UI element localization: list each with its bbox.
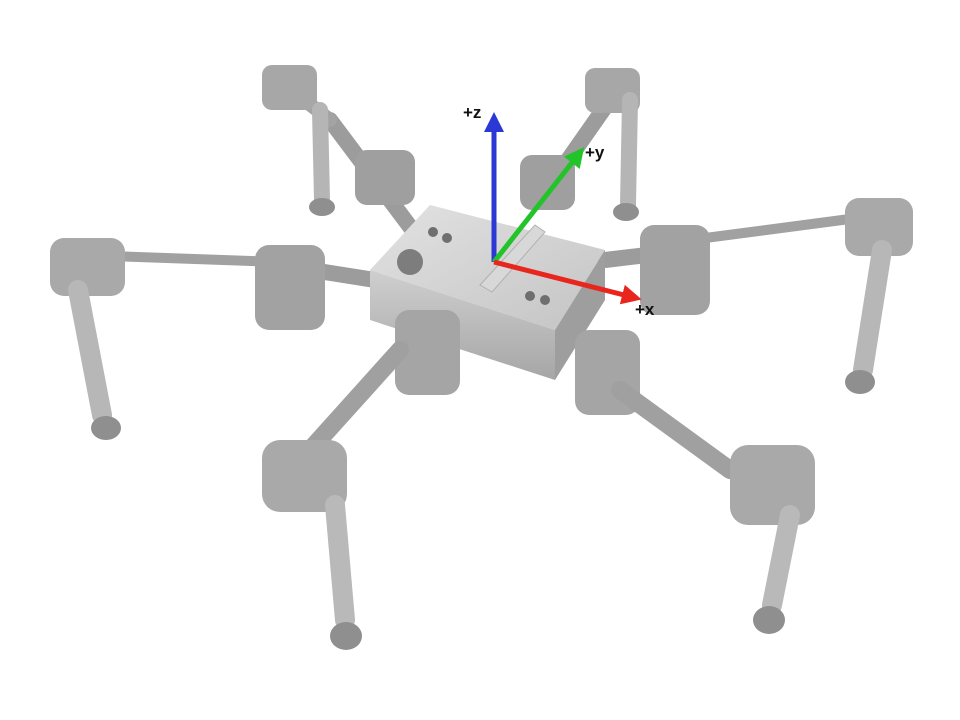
- x-axis-label: +x: [635, 300, 655, 319]
- foot: [309, 198, 335, 216]
- leg-front-right: [575, 330, 815, 634]
- leg-back-right: [520, 68, 640, 221]
- leg-middle-right: [597, 198, 913, 394]
- connector: [428, 227, 438, 237]
- joint: [262, 440, 347, 512]
- aluminium-rail: [479, 224, 546, 293]
- foot: [91, 416, 121, 440]
- robot-body: [370, 205, 605, 380]
- button: [397, 249, 423, 275]
- joint: [640, 225, 710, 315]
- connector: [540, 295, 550, 305]
- leg-back-left: [262, 65, 428, 248]
- joint: [50, 238, 125, 296]
- body-side-face: [555, 250, 605, 380]
- leg-middle-left: [50, 238, 383, 440]
- coordinate-frame: +z +y +x: [463, 103, 655, 319]
- joint: [262, 65, 317, 110]
- x-axis-arrow: [493, 259, 642, 305]
- foot: [845, 370, 875, 394]
- joint: [520, 155, 575, 210]
- joint: [845, 198, 913, 256]
- z-axis-label: +z: [463, 103, 481, 122]
- connector: [525, 291, 535, 301]
- foot: [613, 203, 639, 221]
- foot: [330, 622, 362, 650]
- joint: [730, 445, 815, 525]
- joint: [355, 150, 415, 205]
- joint: [395, 310, 460, 395]
- foot: [753, 606, 785, 634]
- body-front-face: [370, 270, 555, 380]
- joint: [255, 245, 325, 330]
- y-axis-label: +y: [585, 143, 605, 162]
- leg-front-left: [262, 310, 460, 650]
- y-axis-arrow: [492, 147, 585, 264]
- connector: [442, 233, 452, 243]
